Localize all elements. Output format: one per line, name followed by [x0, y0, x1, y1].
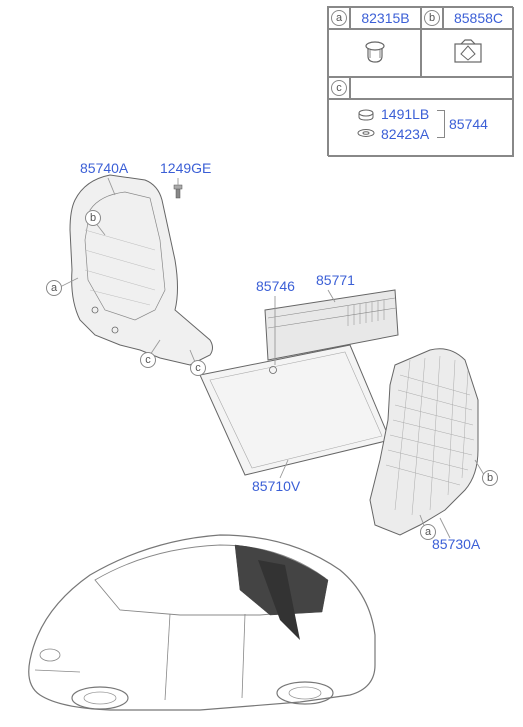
label-1249GE: 1249GE [160, 160, 211, 176]
ref-a-right: a [420, 524, 436, 540]
part-85730A [370, 349, 478, 535]
label-85740A: 85740A [80, 160, 128, 176]
part-1249GE [174, 185, 182, 198]
part-85740A [70, 175, 213, 365]
part-85710V [200, 345, 390, 475]
label-85771: 85771 [316, 272, 355, 288]
label-85730A: 85730A [432, 536, 480, 552]
car-outline [29, 535, 375, 710]
label-85710V: 85710V [252, 478, 300, 494]
ref-c-left2: c [190, 360, 206, 376]
ref-b-left: b [85, 210, 101, 226]
diagram-canvas [0, 0, 523, 727]
ref-c-left1: c [140, 352, 156, 368]
ref-a-left: a [46, 280, 62, 296]
ref-b-right: b [482, 470, 498, 486]
label-85746: 85746 [256, 278, 295, 294]
